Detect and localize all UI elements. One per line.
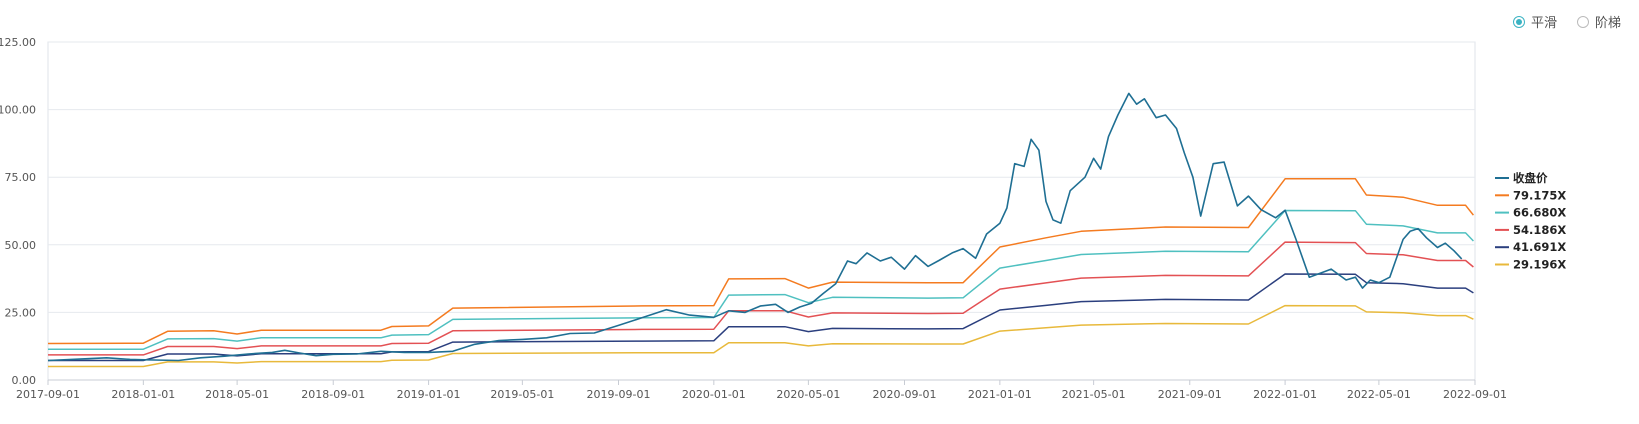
x-tick-label: 2018-05-01 [205,388,269,401]
step-option-label: 阶梯 [1594,16,1621,31]
smooth-option-label: 平滑 [1530,16,1557,31]
x-tick-label: 2022-01-01 [1253,388,1317,401]
y-tick-label: 25.00 [5,306,37,319]
smooth-radio-icon[interactable] [1512,15,1525,28]
legend-label: 54.186X [1513,223,1566,237]
y-tick-label: 75.00 [5,171,37,184]
y-tick-label: 0.00 [12,374,37,387]
x-tick-label: 2018-09-01 [301,388,365,401]
series-line-close-price [47,92,1463,362]
x-tick-label: 2018-01-01 [111,388,175,401]
legend-label: 收盘价 [1513,171,1548,185]
x-tick-label: 2021-01-01 [968,388,1032,401]
legend-label: 29.196X [1513,258,1566,272]
x-tick-label: 2022-09-01 [1443,388,1507,401]
legend-label: 41.691X [1513,240,1566,254]
series-line-band-2 [48,209,1474,350]
series-line-band-5 [48,304,1474,368]
x-tick-label: 2021-05-01 [1062,388,1126,401]
y-tick-label: 50.00 [5,239,37,252]
x-tick-label: 2017-09-01 [16,388,80,401]
line-mode-toggle: 平滑 阶梯 [1512,12,1621,31]
x-tick-label: 2019-05-01 [490,388,554,401]
x-tick-label: 2021-09-01 [1158,388,1222,401]
x-tick-label: 2020-09-01 [873,388,937,401]
smooth-option[interactable]: 平滑 [1512,12,1557,31]
legend-label: 79.175X [1513,188,1566,202]
x-tick-label: 2020-01-01 [682,388,746,401]
x-tick-label: 2019-09-01 [587,388,651,401]
step-option[interactable]: 阶梯 [1576,12,1621,31]
legend-label: 66.680X [1513,206,1566,220]
series-line-band-1 [47,178,1474,345]
x-tick-label: 2019-01-01 [397,388,461,401]
step-radio-icon[interactable] [1576,15,1589,28]
series-line-band-3 [48,241,1474,356]
y-tick-label: 125.00 [0,36,36,49]
x-tick-label: 2022-05-01 [1347,388,1411,401]
x-tick-label: 2020-05-01 [776,388,840,401]
series-line-band-4 [48,273,1474,362]
y-tick-label: 100.00 [0,104,36,117]
